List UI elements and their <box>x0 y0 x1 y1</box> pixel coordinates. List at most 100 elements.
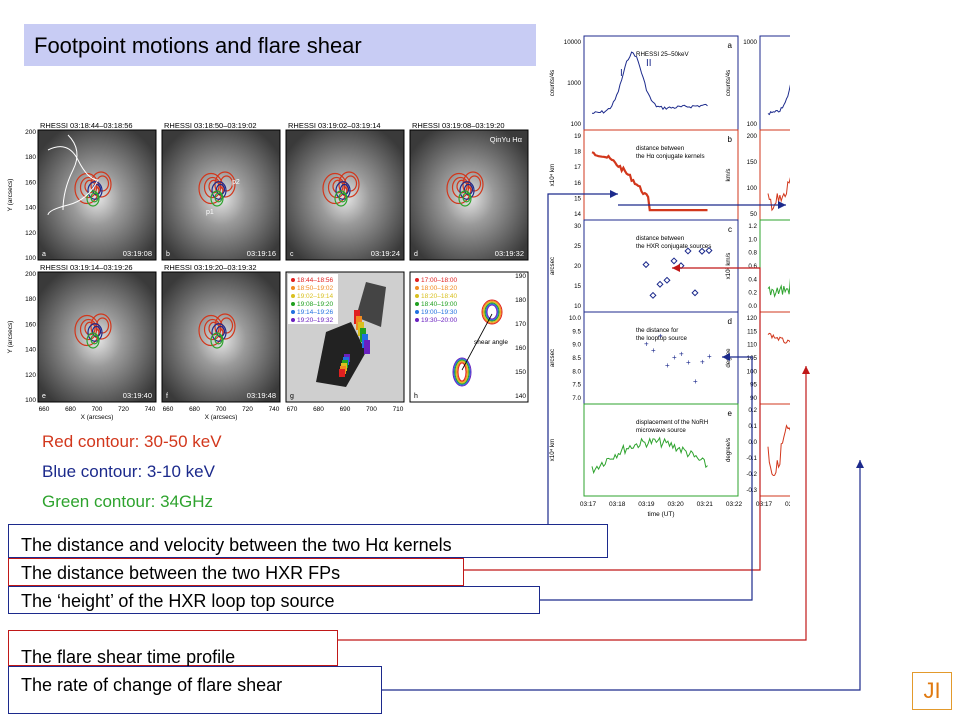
y-tick-label: 140 <box>25 205 36 212</box>
halpha-contour-b <box>452 357 472 387</box>
legend-blue: Blue contour: 3-10 keV <box>42 462 215 481</box>
image-panel-letter: e <box>42 393 46 400</box>
caption-halpha-text: The distance and velocity between the tw… <box>21 535 452 555</box>
legend-g-dot <box>291 294 295 298</box>
time-plot-letter: b <box>728 135 733 144</box>
y-tick-label: 180 <box>25 154 36 161</box>
time-plot-frame <box>583 403 739 497</box>
data-marker: + <box>679 350 684 359</box>
phase-label-ii: II <box>646 58 652 69</box>
time-plot-tick: 100 <box>747 185 758 192</box>
red-contour-0 <box>74 314 100 347</box>
green-contour-1 <box>90 192 99 203</box>
halpha-contour-b <box>456 361 468 383</box>
time-plot-tick: 10000 <box>564 39 582 46</box>
y-tick-label-h: 190 <box>515 273 526 280</box>
halpha-contour <box>484 302 500 322</box>
time-tick-left: 03:22 <box>726 501 743 508</box>
x-tick-label: 720 <box>118 406 129 413</box>
time-plot-tick: 1000 <box>567 80 581 87</box>
x-tick-label-g: 710 <box>393 406 404 413</box>
time-plot-tick: 16 <box>574 180 581 187</box>
time-plot-tick: 9.0 <box>572 342 581 349</box>
time-plot-tick: 200 <box>747 133 758 140</box>
legend-g-entry: 18:50–19:02 <box>297 285 334 292</box>
image-panel-c: RHESSI 03:19:02–03:19:14 c 03:19:24 <box>285 121 405 261</box>
footpoint-mark-b <box>339 369 345 377</box>
y-tick-label: 120 <box>25 372 36 379</box>
time-plot-label: the Hα conjugate kernels <box>636 153 705 160</box>
blue-contour-0 <box>459 181 475 200</box>
x-tick-label-g: 670 <box>287 406 298 413</box>
y-tick-label-h: 180 <box>515 297 526 304</box>
y-tick-label-h: 140 <box>515 393 526 400</box>
image-panel-letter: f <box>166 393 168 400</box>
time-plot-tick: 0.2 <box>748 407 757 414</box>
y-tick-label: 160 <box>25 321 36 328</box>
page-title: Footpoint motions and flare shear <box>34 33 362 58</box>
blue-contour-0 <box>211 323 227 342</box>
y-tick-label: 180 <box>25 296 36 303</box>
legend-h-entry: 17:00–18:00 <box>421 277 458 284</box>
time-plot-letter: e <box>728 409 733 418</box>
phase-label-i: I <box>620 68 623 79</box>
image-panel-b: RHESSI 03:18:50–03:19:02 b 03:19:16 p2 p1 <box>161 121 281 261</box>
time-tick-right: 03:17 <box>756 501 773 508</box>
image-panel-letter: d <box>414 251 418 258</box>
connector-looptop-arrow <box>722 353 730 361</box>
connector-rate-arrow <box>856 460 864 468</box>
time-plot-tick: 90 <box>750 395 757 402</box>
x-tick-label: 740 <box>269 406 280 413</box>
y-tick-label: 140 <box>25 347 36 354</box>
time-plot-tick: 0.0 <box>748 439 757 446</box>
time-plot-label: RHESSI 25–50keV <box>636 51 689 58</box>
time-plot-tick: 15 <box>574 195 581 202</box>
time-plot-ylabel: counts/4s <box>549 70 556 96</box>
legend-g-dot <box>291 302 295 306</box>
legend-green: Green contour: 34GHz <box>42 492 214 511</box>
time-axis-label-left: time (UT) <box>647 511 674 518</box>
time-plot-tick: 7.0 <box>572 395 581 402</box>
y-tick-label: 100 <box>25 397 36 404</box>
time-tick-left: 03:17 <box>580 501 597 508</box>
time-plot-frame <box>583 35 739 131</box>
halpha-contour <box>481 299 503 325</box>
image-panel-time: 03:19:48 <box>247 391 276 400</box>
red-contour-b-0 <box>214 313 236 340</box>
time-plot-tick: 19 <box>574 133 581 140</box>
time-plot-curve <box>591 151 708 212</box>
legend-g-entry: 19:02–19:14 <box>297 293 334 300</box>
image-panel-header: RHESSI 03:19:02–03:19:14 <box>288 121 381 130</box>
time-plot-ylabel: x10⁴ km <box>549 164 556 187</box>
time-plot-tick: 1.0 <box>748 236 757 243</box>
time-plot-f: fRHESSI 50–100keVcounts/4s1000100III <box>725 35 790 131</box>
title-bar: Footpoint motions and flare shear <box>24 24 536 66</box>
white-contour <box>47 146 99 216</box>
label-p2: p2 <box>232 179 240 186</box>
halpha-contour-b <box>453 358 471 386</box>
ji-badge: JI <box>912 672 952 710</box>
caption-hxr-text: The distance between the two HXR FPs <box>21 563 341 583</box>
time-plot-curve <box>767 84 790 116</box>
data-marker <box>670 257 678 265</box>
x-axis-label: X (arcsecs) <box>205 414 238 421</box>
time-plot-curve <box>767 424 790 477</box>
data-marker: + <box>686 358 691 367</box>
green-contour-1 <box>214 334 223 345</box>
panel-d-note: QinYu Hα <box>490 135 523 144</box>
image-panel-header: RHESSI 03:18:50–03:19:02 <box>164 121 257 130</box>
time-plot-curve <box>767 278 790 299</box>
legend-h-entry: 19:30–20:00 <box>421 317 458 324</box>
blue-contour-0 <box>87 181 103 200</box>
time-plot-frame <box>583 219 739 313</box>
dark-region-2 <box>356 282 386 327</box>
legend-h-entry: 18:00–18:20 <box>421 285 458 292</box>
time-plot-tick: 150 <box>747 159 758 166</box>
panel-h-letter: h <box>414 393 418 400</box>
x-tick-label: 680 <box>189 406 200 413</box>
legend-g-entry: 18:44–18:56 <box>297 277 334 284</box>
red-contour-1 <box>203 318 222 341</box>
connector-shear-arrow <box>802 366 810 374</box>
